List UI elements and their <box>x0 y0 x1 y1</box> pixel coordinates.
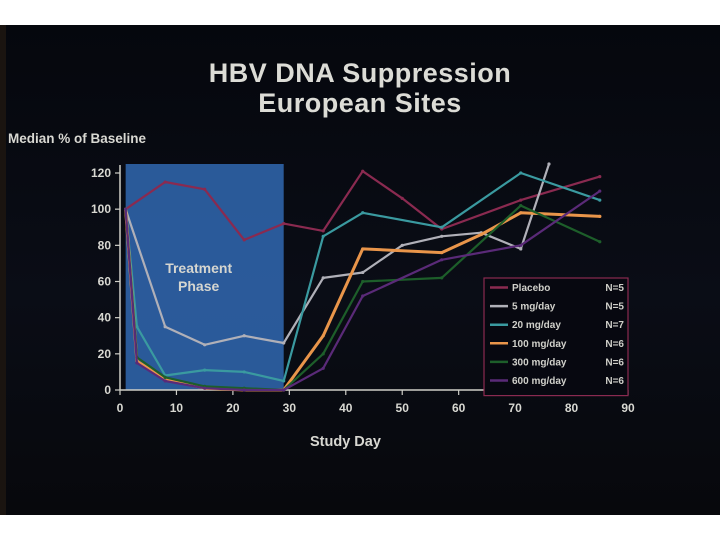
data-point <box>163 379 167 383</box>
data-point <box>163 325 167 329</box>
data-point <box>321 229 325 233</box>
x-tick-label: 90 <box>621 401 635 415</box>
slide-background: HBV DNA Suppression European Sites Media… <box>0 25 720 515</box>
x-tick-label: 20 <box>226 401 240 415</box>
legend-label: 5 mg/day <box>512 302 556 313</box>
x-tick-label: 30 <box>283 401 297 415</box>
legend-n: N=6 <box>605 376 624 387</box>
data-point <box>163 375 167 379</box>
data-point <box>124 207 128 211</box>
data-point <box>519 171 523 175</box>
data-point <box>547 162 551 166</box>
x-tick-labels: 0 10 20 30 40 50 60 70 80 90 <box>117 390 635 415</box>
y-tick-labels: 0 20 40 60 80 100 120 <box>91 166 120 397</box>
data-point <box>321 334 325 338</box>
line-chart: Treatment Phase 0 20 40 60 80 100 120 0 10 20 30 4… <box>91 162 635 415</box>
y-tick-label: 80 <box>98 238 112 252</box>
data-point <box>282 388 286 392</box>
data-point <box>519 247 523 251</box>
x-tick-label: 50 <box>396 401 410 415</box>
data-point <box>361 279 365 284</box>
data-point <box>203 343 207 347</box>
data-point <box>242 238 246 242</box>
data-point <box>598 198 602 202</box>
legend-n: N=6 <box>605 339 624 350</box>
data-point <box>135 361 139 365</box>
x-tick-label: 80 <box>565 401 579 415</box>
y-tick-label: 40 <box>98 311 112 325</box>
data-point <box>440 250 444 255</box>
data-point <box>242 388 246 392</box>
legend-n: N=5 <box>605 302 624 313</box>
data-point <box>282 379 286 383</box>
y-tick-label: 20 <box>98 347 112 361</box>
data-point <box>135 325 139 329</box>
data-point <box>598 175 602 179</box>
data-point <box>440 276 444 280</box>
data-point <box>361 211 365 215</box>
data-point <box>440 234 444 238</box>
x-tick-label: 60 <box>452 401 466 415</box>
data-point <box>400 243 404 247</box>
data-point <box>400 196 404 200</box>
legend-n: N=5 <box>605 283 624 294</box>
chart-subtitle: European Sites <box>258 88 462 118</box>
data-point <box>519 203 523 208</box>
legend-box <box>483 277 629 397</box>
treatment-phase-region: Treatment Phase <box>125 164 284 390</box>
legend-n: N=6 <box>605 357 624 368</box>
data-point <box>519 211 523 215</box>
data-point <box>242 370 246 374</box>
y-tick-label: 120 <box>91 166 111 180</box>
y-tick-label: 60 <box>98 275 112 289</box>
data-point <box>598 214 602 218</box>
treatment-phase-label-line2: Phase <box>178 278 219 294</box>
data-point <box>361 270 365 275</box>
y-tick-label: 0 <box>104 383 111 397</box>
x-axis-label: Study Day <box>310 434 381 450</box>
data-point <box>440 258 444 262</box>
data-point <box>361 169 365 173</box>
series-line-4 <box>124 207 602 392</box>
legend-label: 20 mg/day <box>512 320 561 331</box>
legend-label: 100 mg/day <box>512 339 567 350</box>
x-tick-label: 0 <box>117 401 124 415</box>
chart-title: HBV DNA Suppression <box>208 58 512 88</box>
x-tick-label: 40 <box>339 401 353 415</box>
data-point <box>519 198 523 202</box>
data-point <box>321 276 325 280</box>
legend: Placebo N=5 5 mg/day N=5 20 mg/day N=7 100 mg/… <box>483 277 629 397</box>
legend-n: N=7 <box>605 320 624 331</box>
data-point <box>598 189 602 193</box>
y-axis-label: Median % of Baseline <box>8 131 147 146</box>
data-point <box>282 341 286 345</box>
legend-label: 600 mg/day <box>512 376 567 387</box>
y-tick-label: 100 <box>91 202 111 216</box>
legend-label: 300 mg/day <box>512 357 567 368</box>
data-point <box>361 294 365 298</box>
data-point <box>519 243 523 247</box>
data-point <box>203 386 207 390</box>
data-point <box>321 366 325 370</box>
slide-edge <box>0 25 6 515</box>
data-point <box>282 222 286 226</box>
data-point <box>242 334 246 338</box>
data-point <box>203 368 207 372</box>
legend-label: Placebo <box>512 283 550 294</box>
data-point <box>321 234 325 238</box>
treatment-phase-label-line1: Treatment <box>165 260 232 276</box>
data-point <box>598 240 602 244</box>
data-point <box>440 225 444 229</box>
x-tick-label: 70 <box>508 401 522 415</box>
data-point <box>479 232 483 237</box>
x-tick-label: 10 <box>170 401 184 415</box>
data-point <box>163 180 167 184</box>
data-point <box>321 352 325 356</box>
series-lines <box>124 162 602 392</box>
data-point <box>361 247 365 251</box>
data-point <box>203 187 207 191</box>
